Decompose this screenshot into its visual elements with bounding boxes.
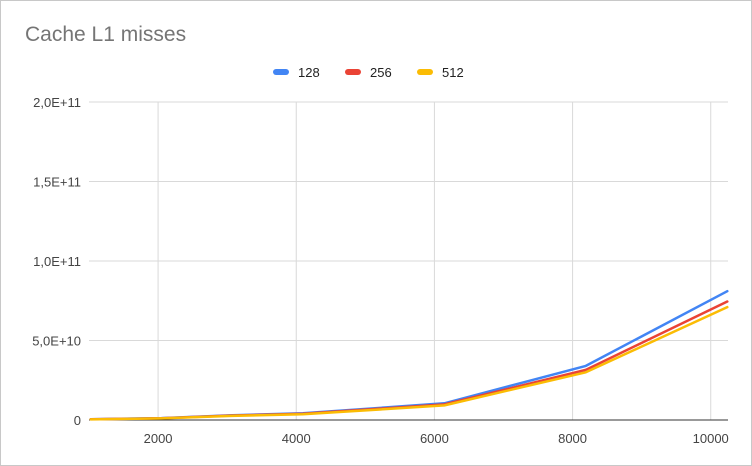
y-tick-label: 1,0E+11: [33, 254, 81, 269]
x-tick-label: 8000: [558, 431, 587, 446]
series-line-512: [89, 305, 729, 421]
x-tick-label: 4000: [282, 431, 311, 446]
axis-layer: 0 5,0E+10 1,0E+11 1,5E+11 2,0E+11 2000 4000 600…: [32, 95, 729, 446]
legend: 128 256 512: [273, 65, 464, 80]
legend-label-512: 512: [442, 65, 464, 80]
y-tick-label: 0: [74, 413, 81, 428]
y-tick-label: 1,5E+11: [33, 175, 81, 190]
x-tick-label: 10000: [693, 431, 729, 446]
chart-title: Cache L1 misses: [25, 23, 187, 46]
legend-label-256: 256: [370, 65, 392, 80]
series-layer: [89, 289, 729, 421]
legend-swatch-256: [345, 69, 361, 75]
x-tick-label: 6000: [420, 431, 449, 446]
legend-swatch-128: [273, 69, 289, 75]
x-tick-label: 2000: [144, 431, 173, 446]
legend-label-128: 128: [298, 65, 320, 80]
y-tick-label: 5,0E+10: [32, 334, 81, 349]
grid-layer: [89, 101, 728, 420]
series-line-128: [89, 289, 729, 421]
y-tick-label: 2,0E+11: [33, 95, 81, 110]
series-line-256: [89, 300, 729, 421]
legend-swatch-512: [417, 69, 433, 75]
